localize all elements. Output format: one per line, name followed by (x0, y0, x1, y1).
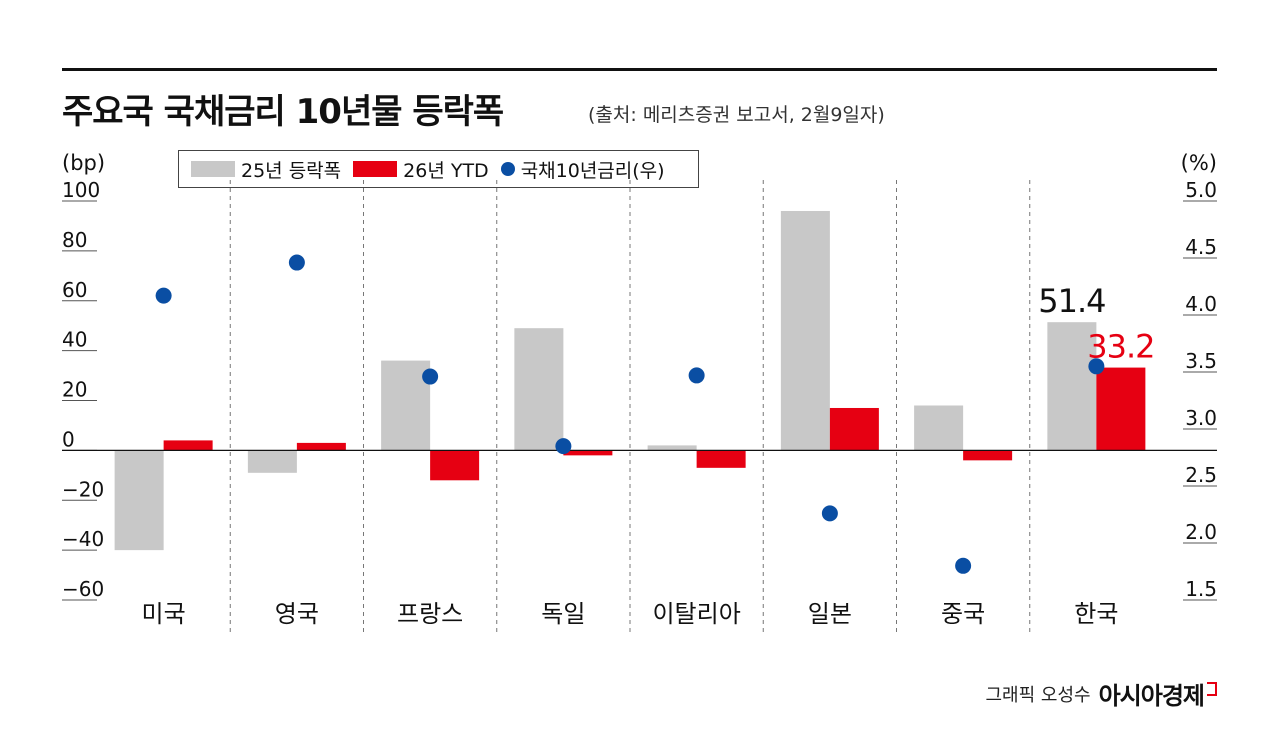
bar-25 (381, 360, 431, 451)
right-tick-label: 1.5 (1185, 577, 1217, 601)
right-tick-label: 3.5 (1185, 349, 1217, 373)
left-tick-label: 0 (62, 427, 75, 451)
category-label: 영국 (275, 600, 319, 628)
bar-26 (696, 450, 746, 468)
legend-item-rate: 국채10년금리(우) (500, 156, 665, 183)
data-label: 51.4 (1038, 282, 1105, 320)
left-tick-label: −20 (62, 477, 104, 501)
category-label: 미국 (142, 600, 186, 628)
category-label: 프랑스 (397, 600, 463, 628)
rate-dot (288, 254, 305, 271)
bar-26 (563, 450, 613, 456)
credit-logo: 아시아경제 (1098, 682, 1205, 710)
category-label: 이탈리아 (652, 600, 740, 628)
left-axis-unit: (bp) (62, 151, 105, 175)
bar-25 (647, 445, 697, 451)
left-tick-label: 80 (62, 228, 87, 252)
left-tick-label: 100 (62, 178, 100, 202)
rate-dot (555, 438, 572, 455)
rate-dot (688, 367, 705, 384)
bar-26 (296, 442, 346, 451)
right-tick-label: 2.0 (1185, 520, 1217, 544)
legend-swatch-gray (191, 161, 235, 177)
legend-swatch-red (353, 161, 398, 177)
category-label: 한국 (1074, 600, 1118, 628)
legend-dot-blue (500, 162, 515, 176)
right-tick-label: 2.5 (1185, 463, 1217, 487)
category-label: 중국 (941, 600, 985, 628)
data-label: 33.2 (1087, 328, 1154, 366)
bar-25 (247, 450, 297, 473)
bar-25 (780, 210, 830, 451)
bar-26 (1096, 367, 1146, 451)
chart-title: 주요국 국채금리 10년물 등락폭 (62, 92, 504, 132)
bar-25 (1047, 322, 1097, 451)
right-tick-label: 5.0 (1185, 178, 1217, 202)
bar-25 (114, 450, 164, 551)
chart-source: (출처: 메리츠증권 보고서, 2월9일자) (588, 104, 885, 126)
legend-label-26: 26년 YTD (403, 159, 489, 182)
right-tick-label: 3.0 (1185, 406, 1217, 430)
left-tick-label: −60 (62, 577, 104, 601)
bar-26 (829, 407, 879, 451)
rate-dot (155, 287, 172, 304)
right-axis-unit: (%) (1181, 151, 1217, 175)
left-tick-label: 40 (62, 328, 87, 352)
top-rule (62, 68, 1217, 71)
category-label: 일본 (808, 600, 852, 628)
bar-26 (963, 450, 1013, 461)
bar-26 (163, 440, 213, 451)
right-tick-label: 4.0 (1185, 292, 1217, 316)
rate-dot (821, 505, 838, 522)
legend-label-25: 25년 등락폭 (241, 159, 342, 182)
rate-dot (422, 368, 439, 385)
bar-25 (914, 405, 964, 451)
logo-mark-icon (1207, 681, 1217, 696)
rate-dot (955, 557, 972, 574)
bar-26 (430, 450, 480, 481)
left-tick-label: −40 (62, 527, 104, 551)
legend-label-rate: 국채10년금리(우) (520, 159, 665, 182)
credit: 그래픽 오성수 아시아경제 (985, 676, 1217, 711)
legend-item-25: 25년 등락폭 (191, 156, 341, 183)
left-tick-label: 60 (62, 278, 87, 302)
legend-item-26: 26년 YTD (353, 156, 489, 183)
legend: 25년 등락폭 26년 YTD 국채10년금리(우) (178, 150, 699, 188)
right-tick-label: 4.5 (1185, 235, 1217, 259)
category-label: 독일 (541, 600, 585, 628)
rate-dot (1088, 358, 1105, 375)
credit-author: 그래픽 오성수 (985, 684, 1091, 706)
bar-25 (514, 328, 564, 451)
left-tick-label: 20 (62, 378, 87, 402)
